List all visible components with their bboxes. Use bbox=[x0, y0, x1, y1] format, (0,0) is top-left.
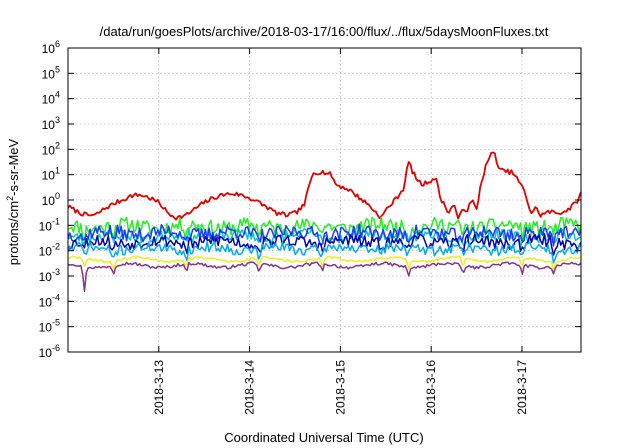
series-line-7 bbox=[67, 255, 582, 272]
series-line-1 bbox=[67, 151, 582, 221]
y-tick-label: 100 bbox=[42, 191, 60, 208]
y-tick-label: 10-3 bbox=[39, 267, 60, 284]
series-line-4 bbox=[67, 223, 582, 247]
x-axis-label: Coordinated Universal Time (UTC) bbox=[224, 430, 423, 445]
y-axis-label-prefix: protons/cm bbox=[6, 201, 21, 265]
y-tick-label: 105 bbox=[42, 64, 60, 81]
y-tick-label: 103 bbox=[42, 115, 60, 132]
x-tick-label: 2018-3-15 bbox=[333, 360, 347, 415]
y-tick-label: 102 bbox=[42, 140, 60, 157]
series-group bbox=[67, 151, 582, 293]
series-line-6 bbox=[67, 241, 582, 264]
gridlines bbox=[68, 48, 581, 352]
y-axis-label: protons/cm2-s-sr-MeV bbox=[5, 138, 21, 265]
y-tick-label: 10-4 bbox=[39, 292, 60, 309]
y-tick-label: 106 bbox=[42, 39, 60, 56]
y-tick-label: 104 bbox=[42, 90, 60, 107]
x-tick-label: 2018-3-13 bbox=[152, 360, 166, 415]
x-axis: 2018-3-13 2018-3-14 2018-3-15 2018-3-16 2018… bbox=[152, 48, 529, 415]
x-tick-label: 2018-3-14 bbox=[243, 360, 257, 415]
y-tick-label: 10-6 bbox=[39, 343, 60, 360]
y-tick-label: 10-1 bbox=[39, 216, 60, 233]
y-tick-label: 10-2 bbox=[39, 242, 60, 259]
y-axis: 10-6 10-5 10-4 10-3 10-2 10-1 100 101 102 103 104 1… bbox=[39, 39, 581, 360]
y-tick-label: 10-5 bbox=[39, 318, 60, 335]
y-tick-label: 101 bbox=[42, 166, 60, 183]
chart-title: /data/run/goesPlots/archive/2018-03-17/1… bbox=[100, 24, 549, 39]
y-axis-label-sup: 2 bbox=[5, 196, 15, 201]
x-tick-label: 2018-3-16 bbox=[424, 360, 438, 415]
x-tick-label: 2018-3-17 bbox=[515, 360, 529, 415]
y-axis-label-suffix: -s-sr-MeV bbox=[6, 138, 21, 195]
series-line-8 bbox=[67, 261, 582, 293]
